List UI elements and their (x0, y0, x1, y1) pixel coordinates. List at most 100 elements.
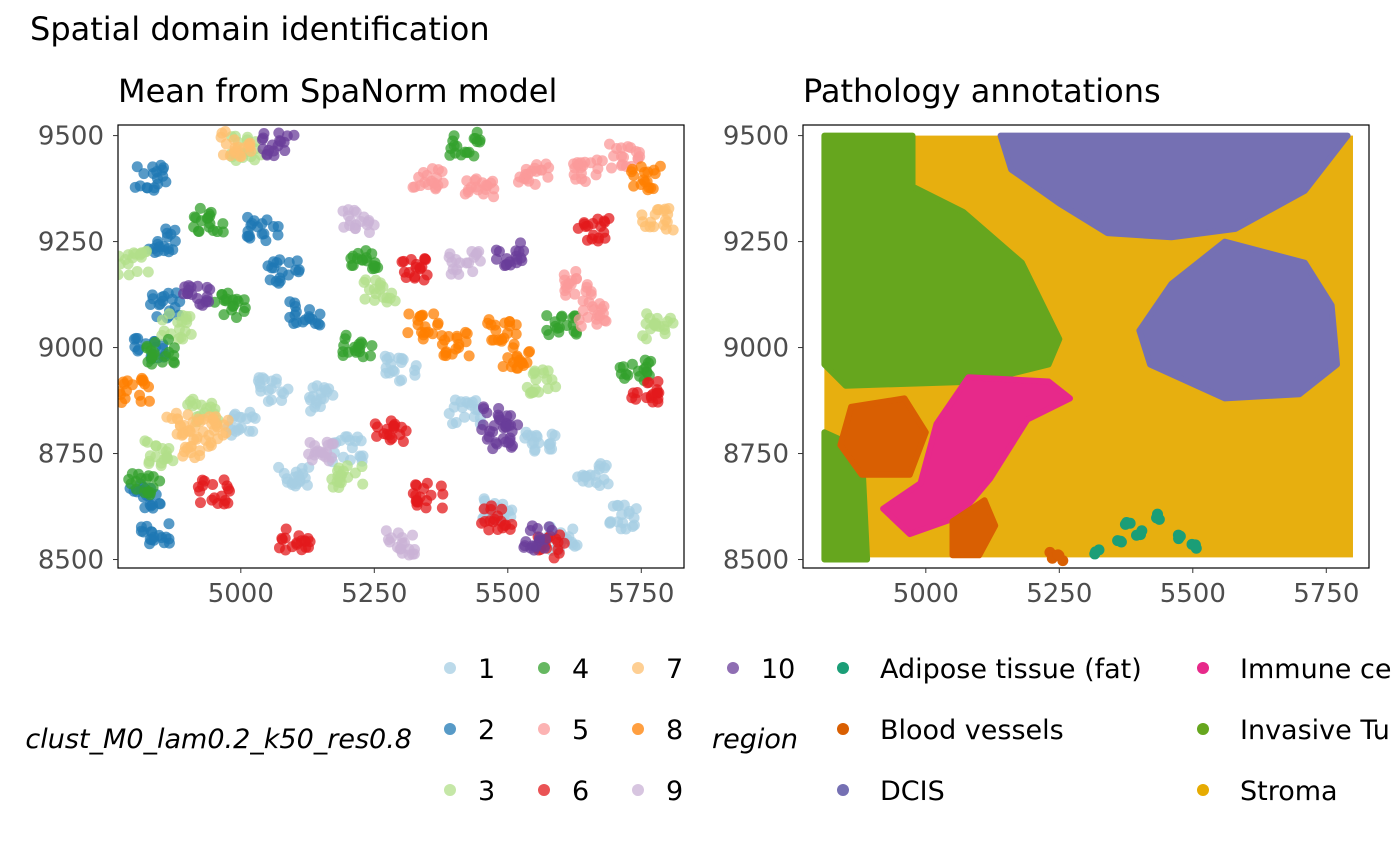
point-series-5 (540, 158, 552, 170)
point-series-10 (518, 541, 530, 553)
point-series-6 (499, 519, 511, 531)
point-series-10 (201, 294, 213, 306)
point-series-4 (232, 295, 244, 307)
point-series-7 (185, 440, 197, 452)
legend-label-1: 1 (478, 654, 495, 685)
point-series-6 (652, 396, 664, 408)
point-series-9 (451, 264, 463, 276)
point-series-7 (220, 138, 232, 150)
point-series-2 (304, 304, 316, 316)
figure-title: Spatial domain identification (30, 10, 490, 48)
point-series-9 (321, 436, 333, 448)
x-tick-label: 5750 (608, 579, 674, 609)
point-series-2 (256, 218, 268, 230)
point-series-1 (338, 451, 350, 463)
point-series-6 (400, 425, 412, 437)
point-series-5 (606, 162, 618, 174)
point-series-9 (348, 204, 360, 216)
point-series-8 (639, 166, 651, 178)
point-series-7 (182, 409, 194, 421)
point-series-4 (541, 310, 553, 322)
y-tick-label: 9000 (723, 334, 789, 364)
point-series-10 (288, 129, 300, 141)
point-series-8 (414, 310, 426, 322)
point-series-4 (622, 369, 634, 381)
point-series-4 (142, 486, 154, 498)
panel-spanorm: Mean from SpaNorm model 5000 5250 5500 5750… (38, 72, 685, 609)
point-series-2 (270, 275, 282, 287)
point-series-2 (139, 502, 151, 514)
point-series-1 (388, 365, 400, 377)
point-series-1 (355, 435, 367, 447)
point-series-5 (585, 285, 597, 297)
plot-area-pathology: 5000 5250 5500 5750 8500 8750 9000 9250 9500 (723, 122, 1370, 609)
y-tick-label: 8500 (38, 546, 104, 576)
point-series-10 (183, 280, 195, 292)
point-series-6 (410, 495, 422, 507)
point-series-10 (526, 520, 538, 532)
point-series-9 (406, 548, 418, 560)
point-series-4 (168, 357, 180, 369)
point-series-6 (420, 254, 432, 266)
x-tick-label: 5500 (1160, 579, 1226, 609)
point-series-2 (131, 161, 143, 173)
point-series-3 (177, 333, 189, 345)
point-series-3 (659, 328, 671, 340)
point-series-3 (122, 258, 134, 270)
point-series-4 (543, 329, 555, 341)
point-series-1 (549, 430, 561, 442)
point-series-3 (640, 318, 652, 330)
point-series-8 (118, 397, 128, 408)
point-series-8 (510, 319, 522, 331)
point-series-6 (436, 502, 448, 514)
point-series-6 (410, 258, 422, 270)
point-series-5 (488, 191, 500, 203)
point-series-7 (660, 214, 672, 226)
point-series-3 (150, 440, 162, 452)
point-series-3 (527, 368, 539, 380)
legend-label-stroma: Stroma (1240, 776, 1338, 807)
point-series-adipose-tissue-fat (1115, 535, 1127, 547)
point-series-6 (396, 256, 408, 268)
point-series-3 (333, 462, 345, 474)
point-series-1 (265, 394, 277, 406)
point-series-5 (568, 169, 580, 181)
point-series-7 (229, 145, 241, 157)
panel-border (802, 124, 1370, 569)
point-series-2 (148, 531, 160, 543)
point-series-2 (272, 229, 284, 241)
point-series-4 (356, 338, 368, 350)
point-series-6 (291, 537, 303, 549)
panel-border (117, 124, 685, 569)
point-series-5 (571, 157, 583, 169)
point-series-4 (342, 346, 354, 358)
point-series-6 (421, 269, 433, 281)
point-series-2 (272, 220, 284, 232)
point-series-8 (403, 308, 415, 320)
point-series-5 (526, 165, 538, 177)
point-series-10 (510, 245, 522, 257)
point-series-8 (402, 327, 414, 339)
points-layer (821, 132, 1353, 567)
point-series-5 (422, 179, 434, 191)
point-series-1 (450, 416, 462, 428)
point-series-2 (153, 299, 165, 311)
point-series-10 (481, 433, 493, 445)
point-series-4 (126, 468, 138, 480)
legend-label-4: 4 (572, 654, 589, 685)
point-series-3 (162, 452, 174, 464)
point-series-10 (526, 540, 538, 552)
point-series-6 (197, 480, 209, 492)
point-series-5 (432, 179, 444, 191)
legend-key-dot-icon (632, 723, 644, 735)
point-series-3 (163, 442, 175, 454)
legend-label-dcis: DCIS (880, 776, 945, 807)
point-series-1 (266, 375, 278, 387)
point-series-10 (501, 258, 513, 270)
point-series-8 (126, 379, 138, 391)
point-series-5 (596, 155, 608, 167)
point-series-9 (380, 525, 392, 537)
point-series-2 (293, 266, 305, 278)
point-series-8 (626, 163, 638, 175)
